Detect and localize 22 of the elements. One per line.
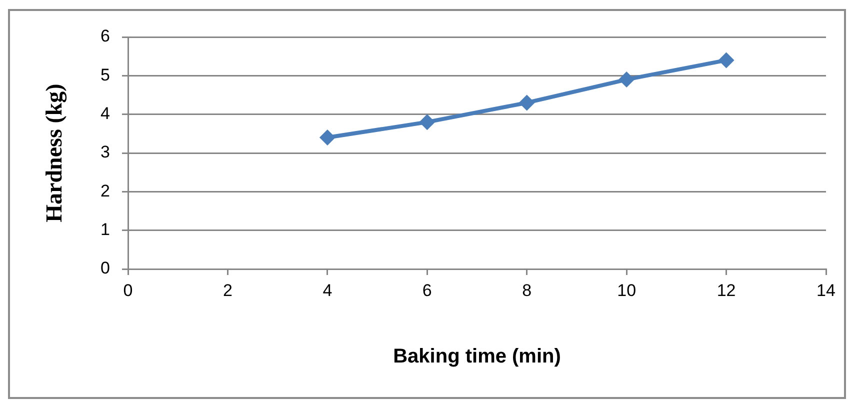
y-tick-label: 3 bbox=[100, 142, 110, 162]
y-tick-label: 6 bbox=[100, 26, 110, 46]
x-tick-label: 2 bbox=[222, 280, 232, 300]
y-axis-title: Hardness (kg) bbox=[42, 84, 68, 222]
y-tick-label: 5 bbox=[100, 65, 110, 84]
x-tick-label: 4 bbox=[322, 280, 332, 300]
x-tick-label: 8 bbox=[522, 280, 532, 300]
y-tick-label: 0 bbox=[100, 258, 110, 278]
point bbox=[518, 94, 535, 111]
y-tick-label: 4 bbox=[100, 104, 110, 124]
x-tick-label: 0 bbox=[123, 280, 133, 300]
x-axis-title: Baking time (min) bbox=[393, 346, 561, 368]
y-tick-label: 2 bbox=[100, 181, 110, 200]
point bbox=[718, 52, 734, 68]
x-tick-label: 14 bbox=[816, 280, 836, 300]
point bbox=[419, 114, 436, 130]
x-tick-label: 10 bbox=[617, 280, 636, 300]
x-tick-label: 6 bbox=[422, 280, 432, 300]
y-tick-label: 1 bbox=[100, 220, 110, 240]
point bbox=[319, 130, 336, 146]
point bbox=[618, 72, 635, 88]
x-tick-label: 12 bbox=[716, 280, 736, 300]
